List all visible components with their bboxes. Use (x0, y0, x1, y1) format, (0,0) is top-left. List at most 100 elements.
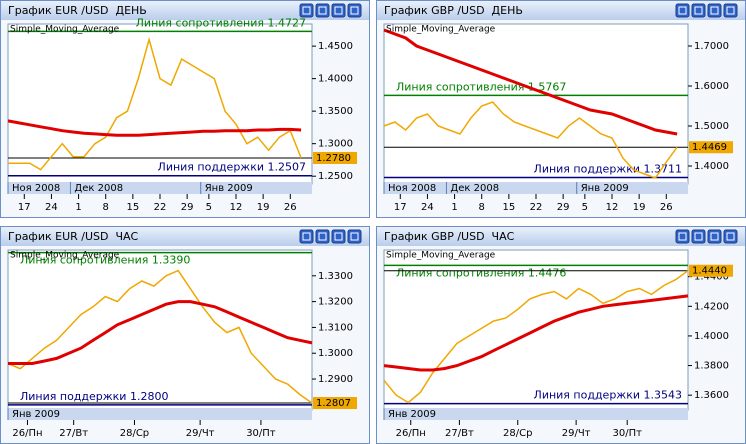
month-label: Дек 2008 (450, 183, 499, 194)
level-label: Линия поддержки 1.3711 (534, 163, 682, 176)
x-tick-label: 1 (451, 202, 457, 213)
price-line (383, 294, 689, 372)
window-button-restore[interactable] (691, 3, 706, 18)
x-tick-label: 22 (154, 202, 167, 213)
price-line (383, 28, 678, 136)
button-glyph (710, 232, 719, 241)
y-tick-label: 1.4500 (318, 41, 353, 52)
plot-area (383, 23, 689, 185)
chart-window: График EUR /USD ЧАС 1.2900 1.3000 1.3100 1.3… (0, 226, 370, 444)
x-tick-label: 22 (530, 202, 543, 213)
button-glyph (302, 232, 311, 241)
x-tick-label: 26/Пн (12, 428, 42, 439)
month-label: Янв 2009 (12, 409, 60, 420)
y-tick-label: 1.2500 (318, 171, 353, 182)
x-tick-label: 5 (582, 202, 588, 213)
y-tick-label: 1.3100 (318, 322, 353, 333)
price-line (8, 36, 302, 171)
legend-entry: Simple_Moving_Average (10, 25, 120, 35)
window-button-maximize[interactable] (707, 229, 722, 244)
y-tick-label: 1.3000 (318, 348, 353, 359)
level-label: Линия поддержки 1.2507 (158, 161, 306, 174)
chart-window: График GBP /USD ДЕНЬ 1.4000 1.5000 1.6000 1.… (376, 0, 746, 218)
window-button-close[interactable] (347, 229, 362, 244)
x-tick-label: 29/Чт (562, 428, 591, 439)
chart-window: График GBP /USD ЧАС 1.3600 1.3800 1.4000 1.4… (376, 226, 746, 444)
x-tick-label: 24 (421, 202, 434, 213)
x-tick-label: 26 (284, 202, 297, 213)
window-button-maximize[interactable] (331, 229, 346, 244)
month-strip (8, 408, 312, 420)
x-tick-label: 12 (606, 202, 619, 213)
button-glyph (710, 6, 719, 15)
x-tick-label: 29/Чт (186, 428, 215, 439)
month-label: Дек 2008 (74, 183, 123, 194)
x-tick-label: 15 (126, 202, 139, 213)
y-tick-label: 1.3300 (318, 271, 353, 282)
last-price-box (689, 264, 733, 277)
window-button-restore[interactable] (691, 229, 706, 244)
month-label: Ноя 2008 (388, 183, 436, 194)
last-price-label: 1.4469 (692, 142, 727, 153)
x-tick-label: 26/Пн (396, 428, 426, 439)
x-tick-label: 17 (18, 202, 31, 213)
y-tick-label: 1.4000 (694, 331, 729, 342)
x-tick-label: 5 (206, 202, 212, 213)
last-price-label: 1.4440 (692, 266, 727, 277)
window-button-close[interactable] (723, 229, 738, 244)
button-glyph (694, 232, 703, 241)
y-tick-label: 1.5000 (694, 121, 729, 132)
button-glyph (334, 6, 343, 15)
x-tick-label: 27/Вт (59, 428, 88, 439)
x-tick-label: 12 (230, 202, 243, 213)
last-price-box (313, 151, 357, 164)
button-glyph (726, 232, 735, 241)
legend-entry: Simple_Moving_Average (386, 25, 496, 35)
chart-window: График EUR /USD ДЕНЬ 1.2500 1.3000 1.3500 1.… (0, 0, 370, 218)
x-tick-label: 30/Пт (612, 428, 642, 439)
x-tick-label: 8 (103, 202, 109, 213)
x-tick-label: 8 (479, 202, 485, 213)
last-price-box (313, 397, 357, 410)
x-tick-label: 24 (45, 202, 58, 213)
y-tick-label: 1.4200 (694, 301, 729, 312)
month-strip (8, 182, 312, 194)
window-button-close[interactable] (347, 3, 362, 18)
window-button-close[interactable] (723, 3, 738, 18)
x-tick-label: 27/Вт (445, 428, 474, 439)
x-tick-label: 30/Пт (246, 428, 276, 439)
window-button-minimize[interactable] (299, 229, 314, 244)
window-button-maximize[interactable] (331, 3, 346, 18)
title-bar (377, 227, 745, 246)
button-glyph (334, 232, 343, 241)
y-tick-label: 1.3600 (694, 390, 729, 401)
button-glyph (318, 6, 327, 15)
window-title: График GBP /USD ДЕНЬ (384, 4, 523, 17)
legend-entry: Simple_Moving_Average (10, 251, 120, 261)
window-button-maximize[interactable] (707, 3, 722, 18)
level-label: Линия поддержки 1.2800 (20, 390, 168, 403)
x-tick-label: 28/Ср (120, 428, 149, 439)
window-button-restore[interactable] (315, 3, 330, 18)
y-tick-label: 1.6000 (694, 81, 729, 92)
window-button-minimize[interactable] (299, 3, 314, 18)
window-button-minimize[interactable] (675, 229, 690, 244)
last-price-box (689, 141, 733, 154)
y-tick-label: 1.3000 (318, 139, 353, 150)
y-tick-label: 1.3200 (318, 297, 353, 308)
window-button-minimize[interactable] (675, 3, 690, 18)
window-title: График GBP /USD ЧАС (384, 230, 515, 243)
x-tick-label: 19 (633, 202, 646, 213)
title-bar (1, 227, 369, 246)
window-button-restore[interactable] (315, 229, 330, 244)
x-tick-label: 1 (75, 202, 81, 213)
button-glyph (350, 232, 359, 241)
price-line (8, 300, 313, 365)
y-tick-label: 1.3800 (694, 361, 729, 372)
level-label: Линия сопротивления 1.4476 (396, 266, 566, 279)
y-tick-label: 1.3500 (318, 106, 353, 117)
level-label: Линия сопротивления 1.5767 (396, 80, 566, 93)
level-label: Линия сопротивления 1.4727 (136, 16, 306, 29)
button-glyph (726, 6, 735, 15)
button-glyph (318, 232, 327, 241)
